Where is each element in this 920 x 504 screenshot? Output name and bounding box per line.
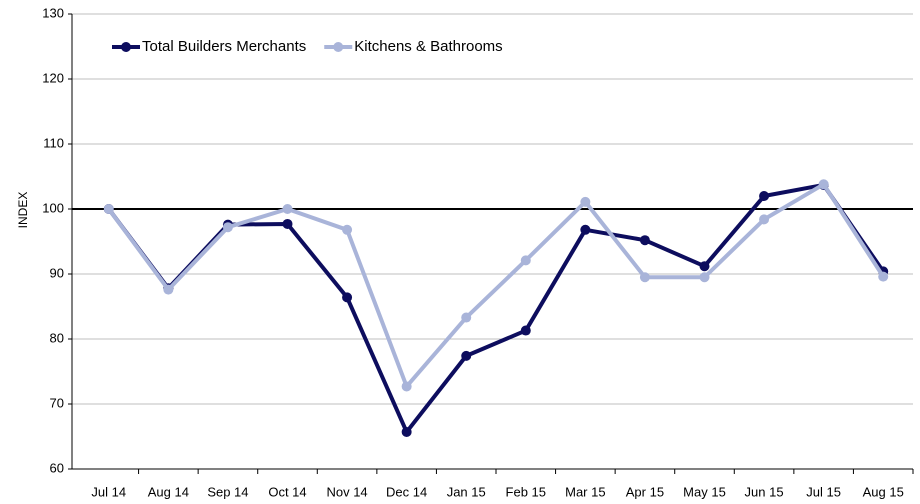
data-point [461,312,472,323]
x-tick-label: Sep 14 [207,484,248,499]
x-tick-label: Aug 15 [863,484,904,499]
legend-label: Kitchens & Bathrooms [354,38,502,55]
x-tick-label: Jul 14 [91,484,126,499]
data-point [818,179,829,190]
x-tick-label: Apr 15 [626,484,664,499]
data-point [222,222,233,233]
y-tick-label: 80 [50,330,64,345]
y-tick-label: 70 [50,395,64,410]
x-tick-label: Jul 15 [806,484,841,499]
y-tick-label: 60 [50,460,64,475]
legend-marker [333,42,344,52]
x-tick-label: Dec 14 [386,484,427,499]
data-point [282,218,293,229]
data-point [699,272,710,283]
data-point [461,350,472,361]
data-point [401,426,412,437]
data-point [580,196,591,207]
legend-label: Total Builders Merchants [142,38,306,55]
x-tick-label: Mar 15 [565,484,605,499]
data-point [759,191,770,201]
data-point [103,204,114,214]
data-point [342,292,353,303]
legend-marker [121,42,131,52]
x-tick-label: Nov 14 [326,484,367,499]
data-point [639,235,650,246]
y-tick-label: 100 [42,200,64,215]
data-point [163,284,174,295]
data-point [878,271,889,282]
y-axis-label: INDEX [16,192,30,229]
y-tick-label: 90 [50,265,64,280]
y-tick-label: 130 [42,5,64,20]
data-point [282,204,293,214]
data-point [520,325,531,336]
data-point [699,261,710,272]
x-tick-label: Jan 15 [447,484,486,499]
x-tick-label: May 15 [683,484,726,499]
data-point [580,224,591,235]
data-point [401,381,412,392]
x-tick-label: Feb 15 [506,484,546,499]
series-line [107,182,885,389]
x-tick-label: Jun 15 [745,484,784,499]
y-tick-label: 110 [43,135,64,150]
y-tick-label: 120 [42,70,64,85]
data-point [639,272,650,283]
data-point [520,255,531,266]
data-point [342,224,353,235]
x-tick-label: Aug 14 [148,484,189,499]
x-tick-label: Oct 14 [268,484,306,499]
data-point [759,214,770,225]
